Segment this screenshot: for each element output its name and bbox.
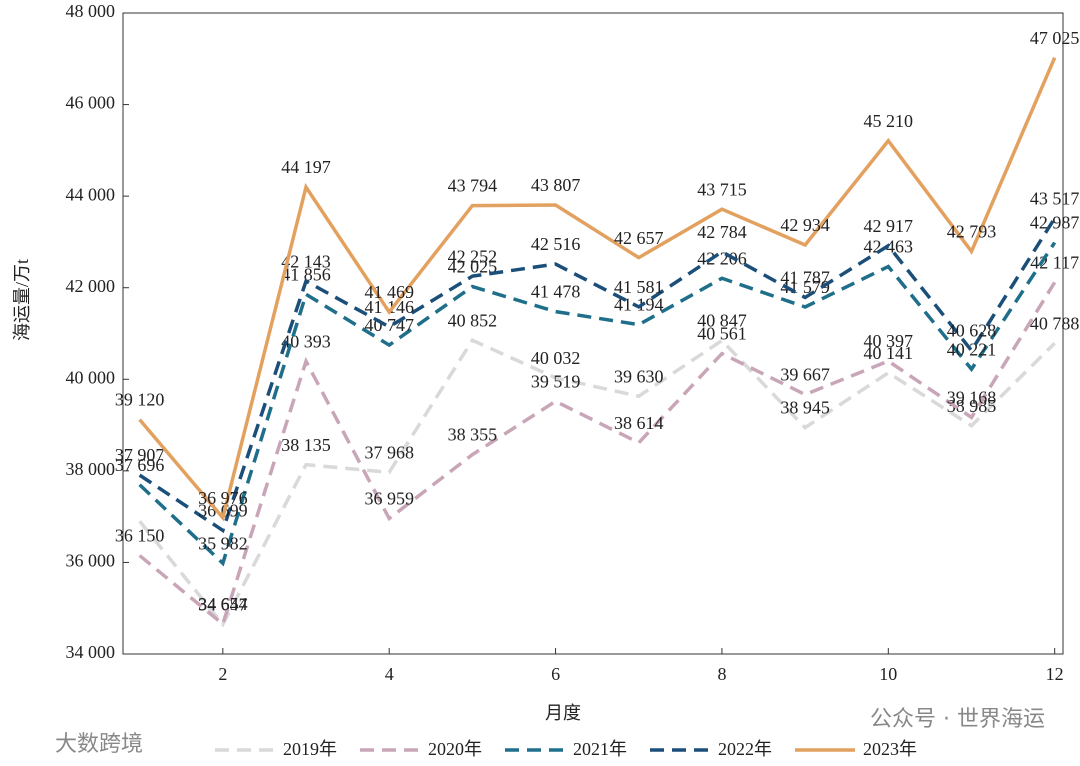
data-label: 40 788 — [1030, 313, 1080, 333]
data-label: 42 516 — [531, 234, 581, 254]
data-label: 40 393 — [281, 331, 331, 351]
data-label: 42 793 — [947, 222, 997, 242]
data-label: 45 210 — [864, 111, 914, 131]
data-label: 40 397 — [864, 331, 914, 351]
data-label: 38 355 — [448, 425, 498, 445]
y-tick-label: 38 000 — [66, 459, 116, 479]
legend-label: 2019年 — [283, 739, 337, 759]
y-tick-label: 46 000 — [66, 93, 116, 113]
legend-label: 2021年 — [573, 739, 627, 759]
y-tick-label: 40 000 — [66, 367, 116, 387]
data-label: 44 197 — [281, 157, 331, 177]
y-tick-label: 34 000 — [66, 642, 116, 662]
y-tick-label: 36 000 — [66, 551, 116, 571]
data-label: 42 252 — [448, 246, 498, 266]
watermark: 公众号 · 世界海运 — [870, 707, 1045, 732]
x-axis-label: 月度 — [545, 703, 581, 723]
data-label: 42 987 — [1030, 213, 1080, 233]
data-label: 37 968 — [364, 442, 414, 462]
data-label: 42 784 — [697, 222, 747, 242]
data-label: 39 519 — [531, 371, 581, 391]
data-label: 40 141 — [864, 343, 914, 363]
data-label: 43 517 — [1030, 188, 1080, 208]
series-line — [138, 241, 1057, 567]
data-label: 37 696 — [115, 455, 165, 475]
x-tick-label: 8 — [717, 664, 726, 684]
x-tick-label: 4 — [385, 664, 394, 684]
legend-label: 2023年 — [863, 739, 917, 759]
data-label: 42 117 — [1030, 252, 1079, 272]
data-label: 38 135 — [281, 435, 331, 455]
y-axis-label: 海运量/万t — [12, 259, 32, 341]
data-label: 42 143 — [281, 251, 331, 271]
data-label: 39 120 — [115, 390, 165, 410]
data-label: 47 025 — [1030, 28, 1080, 48]
x-tick-label: 10 — [879, 664, 897, 684]
data-label: 36 976 — [198, 488, 248, 508]
watermark: 大数跨境 — [55, 732, 143, 757]
data-label: 36 959 — [364, 489, 414, 509]
y-tick-label: 44 000 — [66, 184, 116, 204]
data-label: 34 654 — [198, 594, 248, 614]
legend-label: 2020年 — [428, 739, 482, 759]
data-label: 39 630 — [614, 366, 664, 386]
x-tick-label: 2 — [218, 664, 227, 684]
data-label: 34 647 — [198, 595, 248, 615]
data-label: 41 469 — [364, 282, 414, 302]
data-label: 43 794 — [448, 176, 498, 196]
data-label: 41 856 — [281, 264, 331, 284]
data-label: 40 628 — [947, 321, 997, 341]
data-label: 39 168 — [947, 388, 997, 408]
data-label: 40 847 — [697, 311, 747, 331]
data-label: 42 934 — [780, 215, 830, 235]
data-label: 35 982 — [198, 533, 248, 553]
data-label: 36 150 — [115, 526, 165, 546]
data-label: 38 985 — [947, 396, 997, 416]
series-line — [138, 281, 1057, 628]
data-label: 43 715 — [697, 179, 747, 199]
data-label: 40 221 — [947, 339, 997, 359]
data-label: 41 478 — [531, 282, 581, 302]
y-tick-label: 48 000 — [66, 1, 116, 21]
data-label: 43 807 — [531, 175, 581, 195]
data-label: 37 907 — [115, 445, 165, 465]
data-label: 41 146 — [364, 297, 414, 317]
data-label: 38 614 — [614, 413, 664, 433]
data-label: 41 581 — [614, 277, 664, 297]
data-label: 40 561 — [697, 324, 747, 344]
series-line — [138, 338, 1056, 628]
data-label: 41 194 — [614, 295, 664, 315]
x-tick-label: 12 — [1046, 664, 1064, 684]
data-label: 40 032 — [531, 348, 581, 368]
legend-label: 2022年 — [718, 739, 772, 759]
series-line — [138, 56, 1057, 522]
data-label: 40 852 — [448, 310, 498, 330]
data-label: 42 917 — [864, 216, 914, 236]
data-label: 40 747 — [364, 315, 414, 335]
data-label: 39 667 — [780, 365, 830, 385]
y-tick-label: 42 000 — [66, 276, 116, 296]
series-line — [138, 217, 1057, 534]
data-label: 42 657 — [614, 228, 664, 248]
data-label: 42 206 — [697, 248, 747, 268]
plot-frame — [122, 12, 1064, 655]
data-label: 38 945 — [780, 398, 830, 418]
data-label: 42 025 — [448, 257, 498, 277]
x-tick-label: 6 — [551, 664, 560, 684]
data-label: 41 787 — [780, 268, 830, 288]
